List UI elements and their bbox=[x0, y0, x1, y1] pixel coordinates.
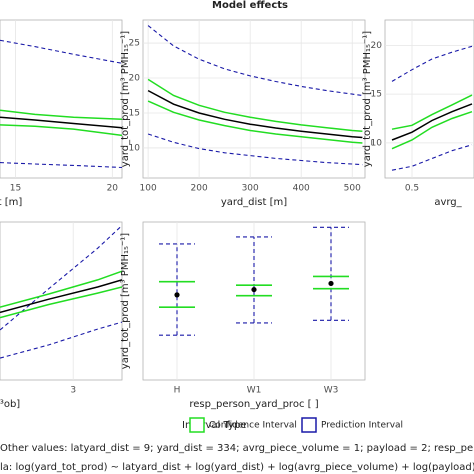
legend-label: Confidence Interval bbox=[209, 421, 297, 431]
x-tick-label: 20 bbox=[107, 184, 119, 194]
pi-upper-line bbox=[0, 39, 122, 64]
fit-line bbox=[391, 103, 473, 141]
pi-upper-line bbox=[391, 45, 473, 82]
x-tick-label: 400 bbox=[293, 184, 310, 194]
x-axis-label: ³ob] bbox=[0, 399, 20, 410]
x-tick-label: 500 bbox=[344, 184, 361, 194]
plot-area bbox=[0, 20, 122, 178]
x-axis-label: yard_dist [m] bbox=[221, 197, 287, 208]
y-tick-label: 10 bbox=[371, 138, 383, 148]
ci-lower-line bbox=[391, 110, 473, 150]
panel bbox=[0, 19, 123, 179]
x-tick-label: 15 bbox=[10, 184, 21, 194]
y-tick-label: 20 bbox=[129, 74, 141, 84]
ci-lower-line bbox=[0, 124, 122, 137]
x-tick-label: 300 bbox=[242, 184, 259, 194]
fit-point bbox=[174, 292, 180, 298]
ci-upper-line bbox=[147, 78, 363, 132]
x-axis-label: resp_person_yard_proc [ ] bbox=[189, 399, 318, 410]
x-tick-label: 0.5 bbox=[405, 184, 419, 194]
fit-line bbox=[0, 116, 122, 129]
y-tick-label: 20 bbox=[371, 41, 383, 51]
x-axis-label: t [m] bbox=[0, 197, 22, 208]
note: Other values: latyard_dist = 9; yard_dis… bbox=[0, 443, 474, 454]
legend-title: Interval Type bbox=[182, 420, 246, 431]
panel bbox=[142, 19, 366, 179]
legend-key bbox=[189, 417, 205, 433]
panel bbox=[384, 19, 474, 179]
ci-lower-line bbox=[0, 286, 122, 319]
legend-label: Prediction Interval bbox=[321, 421, 403, 431]
y-tick-label: 25 bbox=[129, 39, 140, 49]
pi-lower-line bbox=[0, 162, 122, 169]
ci-upper-line bbox=[0, 270, 122, 308]
y-axis-label: yard_tot_prod [m³ PMH₁₅⁻¹] bbox=[362, 31, 373, 167]
pi-upper-line bbox=[0, 225, 122, 331]
x-tick-label: 3 bbox=[70, 386, 76, 396]
legend-key bbox=[301, 417, 317, 433]
y-tick-label: 10 bbox=[129, 143, 141, 153]
y-tick-label: 15 bbox=[129, 108, 140, 118]
fit-point bbox=[251, 286, 257, 293]
fit-line bbox=[0, 279, 122, 314]
fit-point bbox=[328, 280, 334, 287]
ci-lower-line bbox=[147, 100, 363, 144]
ci-upper-line bbox=[0, 109, 122, 121]
note: la: log(yard_tot_prod) ~ latyard_dist + … bbox=[0, 462, 474, 473]
pi-lower-line bbox=[0, 321, 122, 359]
x-tick-label: 200 bbox=[191, 184, 208, 194]
x-tick-label: 100 bbox=[140, 184, 157, 194]
pi-upper-line bbox=[147, 25, 363, 97]
y-axis-label: yard_tot_prod [m³ PMH₁₅⁻¹] bbox=[120, 31, 131, 167]
plot-area bbox=[159, 222, 349, 380]
pi-lower-line bbox=[391, 144, 473, 171]
y-axis-label: yard_tot_prod [m³ PMH₁₅⁻¹] bbox=[120, 233, 131, 369]
plot-area bbox=[385, 20, 474, 178]
figure-title: Model effects bbox=[212, 0, 288, 11]
plot-area bbox=[0, 222, 122, 380]
ci-upper-line bbox=[391, 94, 473, 130]
y-tick-label: 15 bbox=[371, 90, 382, 100]
plot-area bbox=[143, 20, 365, 178]
x-tick-label: W1 bbox=[247, 386, 262, 396]
x-tick-label: W3 bbox=[324, 386, 339, 396]
x-tick-label: H bbox=[174, 386, 181, 396]
x-axis-label: avrg_ bbox=[434, 197, 462, 208]
fit-line bbox=[147, 89, 363, 139]
